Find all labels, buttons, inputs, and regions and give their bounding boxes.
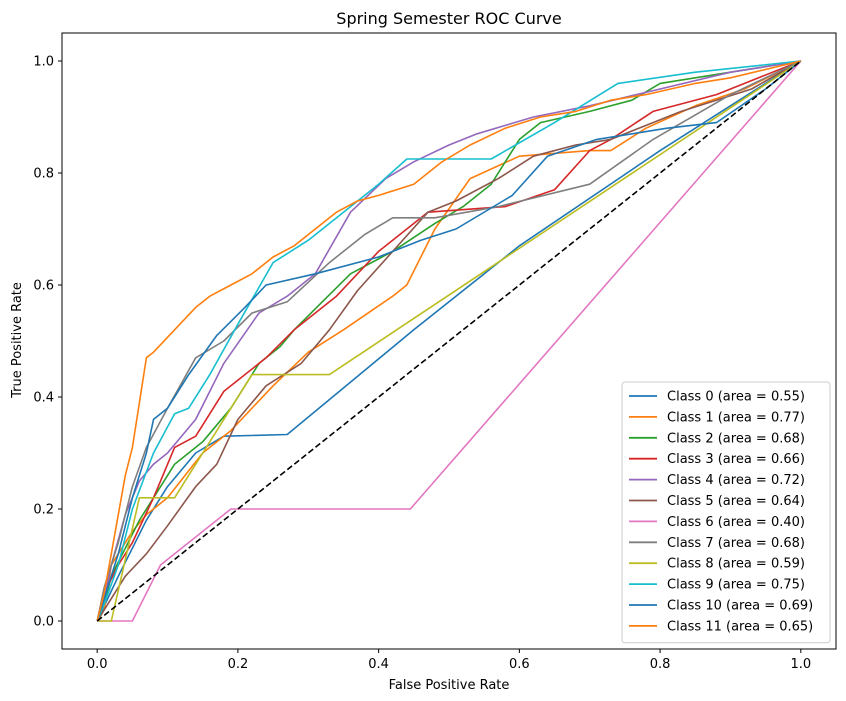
x-tick-label: 0.6: [509, 657, 530, 672]
plot-area: 0.0 0.2 0.4 0.6 0.8 1.0 0.0 0.2 0.4 0.6 0.8 1.0: [33, 32, 837, 672]
x-tick-label: 0.8: [650, 657, 671, 672]
legend-item-label: Class 7 (area = 0.68): [667, 536, 805, 551]
legend-item-label: Class 0 (area = 0.55): [667, 390, 805, 405]
series-line-class-2: [96, 60, 801, 622]
y-tick-label: 0.4: [33, 391, 54, 406]
legend-item-label: Class 5 (area = 0.64): [667, 494, 805, 509]
series-line-class-7: [96, 60, 802, 622]
legend-item-label: Class 3 (area = 0.66): [667, 452, 805, 467]
y-tick-label: 0.0: [33, 615, 54, 630]
y-tick-label: 1.0: [33, 55, 54, 70]
chart-title: Spring Semester ROC Curve: [336, 9, 561, 28]
legend-item-label: Class 2 (area = 0.68): [667, 431, 805, 446]
legend-item-label: Class 8 (area = 0.59): [667, 557, 805, 572]
x-tick-label: 0.0: [87, 657, 108, 672]
axes-frame: [61, 32, 837, 650]
y-tick-label: 0.6: [33, 279, 54, 294]
legend: Class 0 (area = 0.55) Class 1 (area = 0.7…: [621, 381, 831, 644]
legend-item-label: Class 9 (area = 0.75): [667, 578, 805, 593]
series-line-class-5: [96, 60, 802, 622]
legend-item-label: Class 10 (area = 0.69): [667, 599, 813, 614]
y-tick-label: 0.2: [33, 503, 54, 518]
chance-line: [96, 60, 802, 622]
x-tick-label: 0.2: [228, 657, 249, 672]
series-line-class-9: [96, 60, 801, 622]
series-line-class-8: [97, 60, 802, 622]
series-line-class-1: [96, 60, 802, 622]
series-line-class-6: [97, 60, 802, 622]
legend-box: [621, 381, 831, 644]
legend-item-label: Class 1 (area = 0.77): [667, 410, 805, 425]
series-line-class-3: [96, 60, 802, 622]
series-line-class-11: [96, 60, 801, 622]
x-tick-label: 1.0: [790, 657, 811, 672]
x-tick-label: 0.4: [368, 657, 389, 672]
legend-item-label: Class 4 (area = 0.72): [667, 473, 805, 488]
y-tick-label: 0.8: [33, 167, 54, 182]
series-line-class-10: [96, 60, 802, 622]
legend-item-label: Class 6 (area = 0.40): [667, 515, 805, 530]
legend-item-label: Class 11 (area = 0.65): [667, 619, 813, 634]
y-axis-label: True Positive Rate: [10, 282, 25, 399]
x-axis-label: False Positive Rate: [389, 678, 510, 693]
